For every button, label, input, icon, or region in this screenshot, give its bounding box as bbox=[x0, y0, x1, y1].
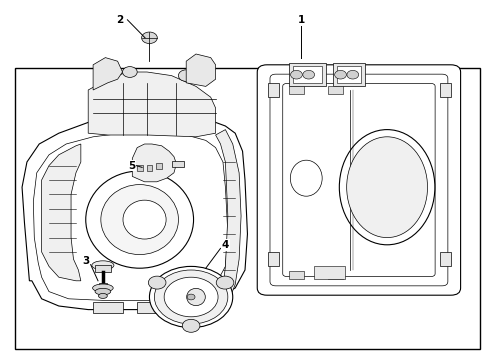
Bar bbox=[137, 165, 143, 171]
Text: 3: 3 bbox=[82, 256, 89, 266]
Bar bbox=[99, 283, 107, 292]
Bar bbox=[156, 163, 162, 169]
Bar bbox=[289, 271, 304, 279]
Circle shape bbox=[347, 71, 359, 79]
Ellipse shape bbox=[95, 288, 111, 295]
Text: 4: 4 bbox=[221, 240, 229, 250]
Polygon shape bbox=[42, 144, 81, 281]
Circle shape bbox=[303, 71, 315, 79]
Text: 2: 2 bbox=[117, 15, 123, 25]
Ellipse shape bbox=[92, 261, 114, 270]
Bar bbox=[314, 266, 345, 279]
Circle shape bbox=[335, 71, 346, 79]
Ellipse shape bbox=[98, 293, 107, 298]
Bar bbox=[147, 165, 152, 171]
Bar bbox=[268, 252, 279, 266]
Polygon shape bbox=[186, 54, 216, 86]
Bar bbox=[15, 68, 480, 349]
Polygon shape bbox=[22, 115, 247, 310]
FancyBboxPatch shape bbox=[270, 74, 448, 286]
Ellipse shape bbox=[347, 137, 427, 238]
Circle shape bbox=[178, 70, 194, 81]
Ellipse shape bbox=[101, 185, 178, 255]
Bar bbox=[181, 300, 208, 310]
Circle shape bbox=[149, 266, 233, 328]
Circle shape bbox=[291, 71, 302, 79]
Circle shape bbox=[154, 270, 228, 324]
Ellipse shape bbox=[123, 200, 166, 239]
Circle shape bbox=[142, 32, 157, 44]
Polygon shape bbox=[88, 72, 216, 137]
Bar bbox=[333, 63, 365, 86]
Circle shape bbox=[148, 276, 166, 289]
Ellipse shape bbox=[93, 284, 113, 292]
Bar bbox=[137, 302, 167, 313]
Polygon shape bbox=[93, 58, 122, 90]
Bar bbox=[337, 66, 361, 83]
Bar bbox=[93, 302, 122, 313]
Bar bbox=[440, 252, 451, 266]
FancyBboxPatch shape bbox=[283, 84, 435, 276]
Bar bbox=[172, 161, 184, 167]
Circle shape bbox=[187, 294, 195, 300]
Text: 5: 5 bbox=[128, 161, 135, 171]
Bar bbox=[95, 265, 111, 272]
Circle shape bbox=[122, 67, 137, 77]
Bar bbox=[293, 66, 322, 83]
Bar bbox=[440, 83, 451, 97]
Text: 1: 1 bbox=[298, 15, 305, 25]
Ellipse shape bbox=[339, 130, 435, 245]
Ellipse shape bbox=[290, 160, 322, 196]
Polygon shape bbox=[33, 132, 228, 301]
Circle shape bbox=[182, 319, 200, 332]
Circle shape bbox=[216, 276, 234, 289]
Bar bbox=[289, 86, 304, 94]
Circle shape bbox=[101, 66, 119, 78]
Ellipse shape bbox=[187, 288, 205, 306]
Bar bbox=[328, 86, 343, 94]
Polygon shape bbox=[216, 130, 241, 297]
Ellipse shape bbox=[86, 171, 194, 268]
Bar bbox=[289, 63, 326, 86]
Circle shape bbox=[164, 277, 218, 317]
Bar bbox=[328, 271, 343, 279]
FancyBboxPatch shape bbox=[257, 65, 461, 295]
Polygon shape bbox=[132, 144, 176, 182]
Bar bbox=[268, 83, 279, 97]
